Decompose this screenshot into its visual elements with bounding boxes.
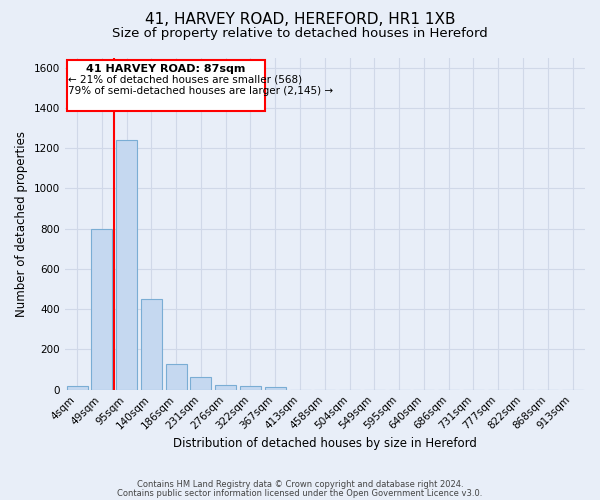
Text: 79% of semi-detached houses are larger (2,145) →: 79% of semi-detached houses are larger (… (68, 86, 333, 96)
Text: Contains public sector information licensed under the Open Government Licence v3: Contains public sector information licen… (118, 488, 482, 498)
Bar (91, 228, 112, 390)
Text: 41 HARVEY ROAD: 87sqm: 41 HARVEY ROAD: 87sqm (86, 64, 245, 74)
Bar (67, 386, 88, 390)
Bar (240, 386, 261, 390)
Text: ← 21% of detached houses are smaller (568): ← 21% of detached houses are smaller (56… (68, 74, 302, 85)
Bar (215, 384, 236, 390)
FancyBboxPatch shape (67, 60, 265, 111)
Text: Size of property relative to detached houses in Hereford: Size of property relative to detached ho… (112, 28, 488, 40)
X-axis label: Distribution of detached houses by size in Hereford: Distribution of detached houses by size … (173, 437, 477, 450)
Text: Contains HM Land Registry data © Crown copyright and database right 2024.: Contains HM Land Registry data © Crown c… (137, 480, 463, 489)
Y-axis label: Number of detached properties: Number of detached properties (15, 130, 28, 316)
Text: 41, HARVEY ROAD, HEREFORD, HR1 1XB: 41, HARVEY ROAD, HEREFORD, HR1 1XB (145, 12, 455, 28)
Bar (116, 140, 137, 390)
Bar (141, 299, 162, 390)
Bar (190, 376, 211, 390)
Bar (265, 386, 286, 390)
Bar (166, 364, 187, 390)
